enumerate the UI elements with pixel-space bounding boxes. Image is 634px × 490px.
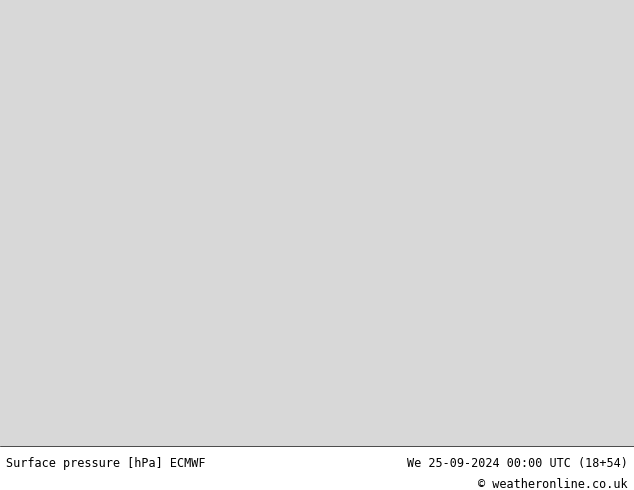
Text: © weatheronline.co.uk: © weatheronline.co.uk: [478, 478, 628, 490]
Text: We 25-09-2024 00:00 UTC (18+54): We 25-09-2024 00:00 UTC (18+54): [407, 457, 628, 469]
Text: Surface pressure [hPa] ECMWF: Surface pressure [hPa] ECMWF: [6, 457, 206, 469]
